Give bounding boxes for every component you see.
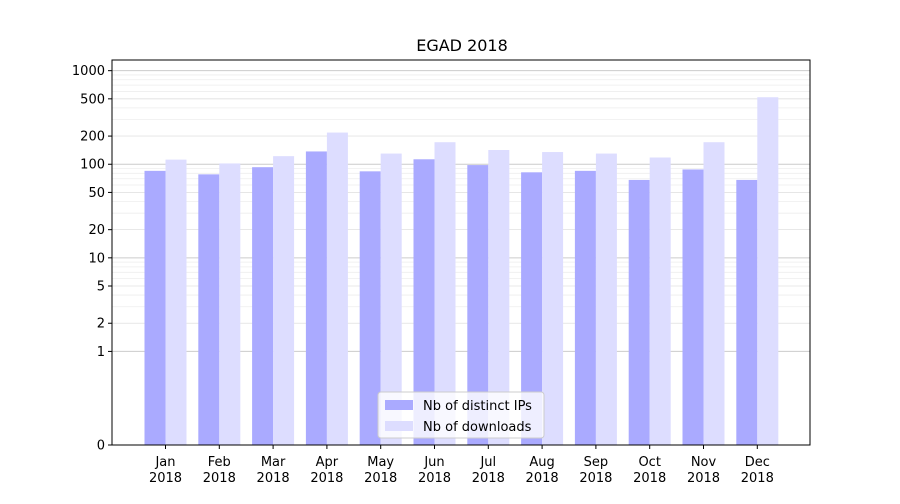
x-tick-year-label: 2018 [310,471,343,486]
bar-downloads [488,149,510,445]
bars [144,97,779,446]
x-tick-year-label: 2018 [203,471,236,486]
x-tick-label: Jun [423,455,444,470]
bar-distinct-ips [359,171,381,445]
legend-label: Nb of distinct IPs [423,399,532,414]
y-tick-label: 5 [97,280,105,295]
bar-distinct-ips [682,169,704,446]
y-tick-label: 10 [88,251,105,266]
x-tick-year-label: 2018 [472,471,505,486]
bar-downloads [434,142,456,445]
bar-downloads [273,156,295,445]
y-tick-label: 2 [97,317,105,332]
axes-frame [111,59,811,446]
x-tick-label: Mar [261,455,286,470]
bar-distinct-ips [144,170,166,446]
bar-distinct-ips [198,174,220,445]
bar-downloads [595,153,617,446]
y-tick-label: 0 [97,439,105,454]
bar-distinct-ips [521,172,543,446]
x-tick-label: May [367,455,394,470]
x-tick-year-label: 2018 [526,471,559,486]
x-tick-label: Nov [691,455,717,470]
legend: Nb of distinct IPs Nb of downloads [377,391,545,439]
x-tick-year-label: 2018 [579,471,612,486]
x-tick-year-label: 2018 [418,471,451,486]
bar-downloads [649,157,671,445]
bar-distinct-ips [574,170,596,446]
x-tick-label: Jul [479,455,496,470]
bar-downloads [542,152,564,445]
y-tick-label: 200 [80,130,105,145]
axes [111,59,811,446]
legend-label: Nb of downloads [423,420,532,435]
x-tick-year-label: 2018 [149,471,182,486]
x-tick-label: Aug [529,455,554,470]
bar-distinct-ips [413,159,435,446]
y-tick-label: 500 [80,92,105,107]
bar-distinct-ips [628,179,650,445]
legend-box [377,391,545,439]
x-tick-label: Sep [584,455,609,470]
x-tick-label: Apr [316,455,339,470]
chart-title: EGAD 2018 [416,36,508,55]
x-tick-year-label: 2018 [257,471,290,486]
bar-downloads [757,97,779,445]
bar-downloads [326,132,348,445]
bar-distinct-ips [252,167,274,446]
x-tick-year-label: 2018 [687,471,720,486]
bar-downloads [380,153,402,446]
bar-distinct-ips [305,151,327,446]
y-tick-label: 100 [80,158,105,173]
y-tick-label: 20 [88,223,105,238]
x-tick-year-label: 2018 [633,471,666,486]
x-tick-year-label: 2018 [741,471,774,486]
legend-swatch [385,400,413,410]
bar-distinct-ips [736,179,758,445]
y-tick-label: 1 [97,345,105,360]
bar-downloads [703,142,725,445]
x-tick-label: Jan [154,455,175,470]
x-tick-label: Dec [745,455,770,470]
y-tick-label: 50 [88,186,105,201]
y-tick-label: 1000 [72,64,105,79]
bar-distinct-ips [467,165,489,445]
bar-downloads [165,159,187,445]
x-tick-label: Feb [208,455,231,470]
x-tick-label: Oct [638,455,660,470]
ticks: 01251020501002005001000Jan2018Feb2018Mar… [72,64,774,486]
x-tick-year-label: 2018 [364,471,397,486]
legend-swatch [385,421,413,431]
bar-downloads [219,163,241,445]
